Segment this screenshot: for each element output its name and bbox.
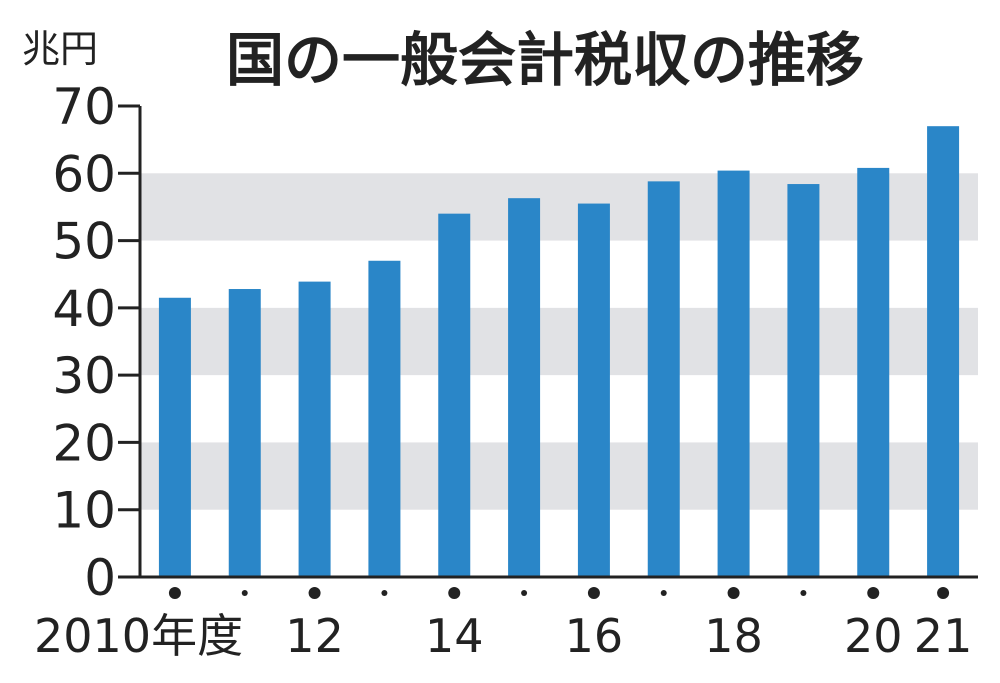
background-bands: [140, 173, 978, 510]
x-tick-dot-2017: [660, 590, 667, 596]
x-ticks: 2010年度 12 14 16 18 20 21: [34, 587, 972, 663]
x-tick-label-2020: 20: [844, 609, 903, 663]
bar-2011: [228, 289, 261, 577]
x-tick-label-2014: 14: [425, 609, 484, 663]
x-tick-dot-2018: [727, 587, 740, 599]
bar-2014: [438, 213, 471, 577]
y-tick-label-70: 70: [52, 78, 116, 136]
band-30-40: [140, 307, 978, 376]
bar-2017: [647, 181, 680, 578]
y-tick-label-60: 60: [52, 145, 116, 203]
y-tick-label-40: 40: [52, 280, 116, 338]
x-tick-label-2016: 16: [565, 609, 624, 663]
bar-2015: [508, 198, 541, 577]
x-tick-dot-2020: [867, 587, 880, 599]
chart-title: 国の一般会計税収の推移: [226, 26, 864, 94]
bar-2013: [368, 260, 401, 577]
x-tick-dot-2011: [241, 590, 248, 596]
y-tick-label-30: 30: [52, 347, 116, 405]
y-unit-label: 兆円: [22, 27, 98, 71]
x-tick-dot-2013: [381, 590, 388, 596]
x-tick-label-2018: 18: [704, 609, 763, 663]
x-tick-dot-2016: [587, 587, 600, 599]
x-tick-dot-2010: [168, 587, 181, 599]
axes: [138, 106, 978, 579]
x-tick-label-2010: 2010年度: [34, 609, 243, 663]
y-tick-label-0: 0: [84, 549, 116, 607]
x-tick-label-2021: 21: [914, 609, 973, 663]
x-tick-dot-2014: [448, 587, 461, 599]
x-tick-dot-2012: [308, 587, 321, 599]
band-10-20: [140, 442, 978, 510]
y-tick-label-50: 50: [52, 213, 116, 271]
bar-2010: [158, 297, 191, 577]
bar-2012: [298, 281, 331, 577]
x-tick-dot-2015: [521, 590, 528, 596]
x-tick-dot-2021: [937, 587, 950, 599]
bar-2016: [577, 203, 610, 578]
bars: [158, 126, 960, 578]
bar-2021: [927, 126, 960, 577]
x-tick-dot-2019: [800, 590, 807, 596]
bar-2019: [787, 184, 820, 577]
y-tick-label-10: 10: [52, 482, 116, 540]
y-ticks: 0 10 20 30 40 50 60 70: [52, 78, 140, 607]
bar-2020: [857, 167, 890, 577]
bar-2018: [717, 170, 750, 577]
x-tick-label-2012: 12: [285, 609, 344, 663]
y-tick-label-20: 20: [52, 414, 116, 472]
band-50-60: [140, 173, 978, 241]
